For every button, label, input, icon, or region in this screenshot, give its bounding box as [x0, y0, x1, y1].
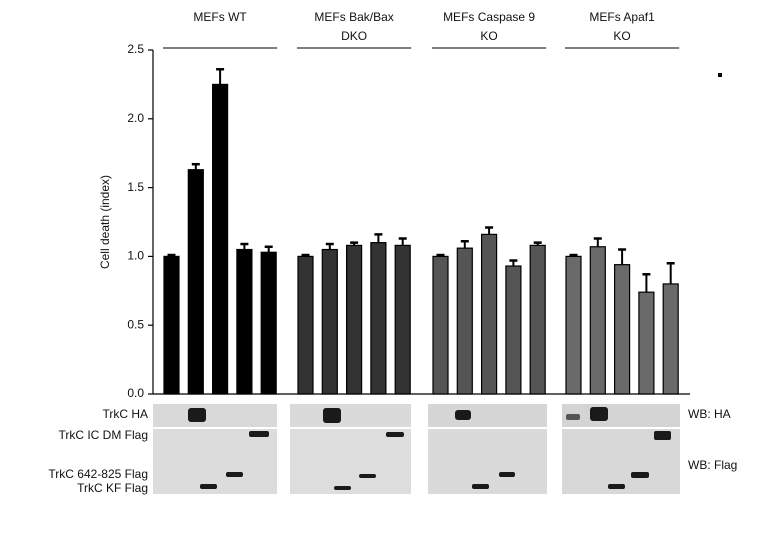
group-label: MEFs Apaf1 KO	[589, 10, 655, 43]
y-tick-label: 1.5	[127, 180, 144, 194]
bar	[456, 247, 473, 395]
blot-panel	[290, 429, 411, 494]
y-tick-label: 0.5	[127, 317, 144, 331]
bar	[638, 291, 655, 395]
bar	[236, 248, 253, 395]
y-axis-label: Cell death (index)	[98, 175, 112, 269]
bar	[565, 255, 582, 395]
blot-row-label: TrkC HA	[102, 407, 148, 421]
bar	[260, 251, 277, 395]
bar	[613, 264, 631, 395]
blot-panel	[290, 404, 411, 427]
blot-panel	[428, 429, 547, 494]
group-label: MEFs Caspase 9 KO	[443, 10, 536, 43]
bar	[505, 265, 522, 395]
bar	[163, 255, 180, 395]
blot-panel	[153, 429, 277, 494]
group-label: MEFs Bak/Bax DKO	[314, 10, 394, 43]
y-tick-label: 2.5	[127, 42, 144, 56]
bar	[529, 244, 546, 395]
blot-panel	[153, 404, 277, 427]
bar	[321, 248, 338, 395]
bar	[346, 244, 363, 395]
bar	[432, 255, 449, 395]
group-label: MEFs WT	[193, 10, 247, 24]
y-tick-label: 2.0	[127, 111, 144, 125]
bands	[188, 407, 671, 490]
bar	[297, 255, 314, 395]
bar	[212, 83, 229, 395]
blot	[153, 404, 680, 494]
blot-panel	[428, 404, 547, 427]
dot	[718, 73, 722, 77]
blot-row-label: TrkC 642-825 Flag	[48, 467, 148, 481]
wb-label: WB: Flag	[688, 458, 737, 472]
blot-row-label: TrkC IC DM Flag	[58, 428, 148, 442]
y-tick-label: 1.0	[127, 249, 144, 263]
bar	[370, 242, 387, 395]
y-tick-label: 0.0	[127, 386, 144, 400]
bar	[187, 169, 204, 395]
bar	[481, 233, 498, 395]
blot-row-label: TrkC KF Flag	[77, 481, 148, 495]
wb-label: WB: HA	[688, 407, 731, 421]
bar	[662, 283, 679, 395]
bar	[394, 244, 411, 395]
bar	[589, 246, 606, 395]
